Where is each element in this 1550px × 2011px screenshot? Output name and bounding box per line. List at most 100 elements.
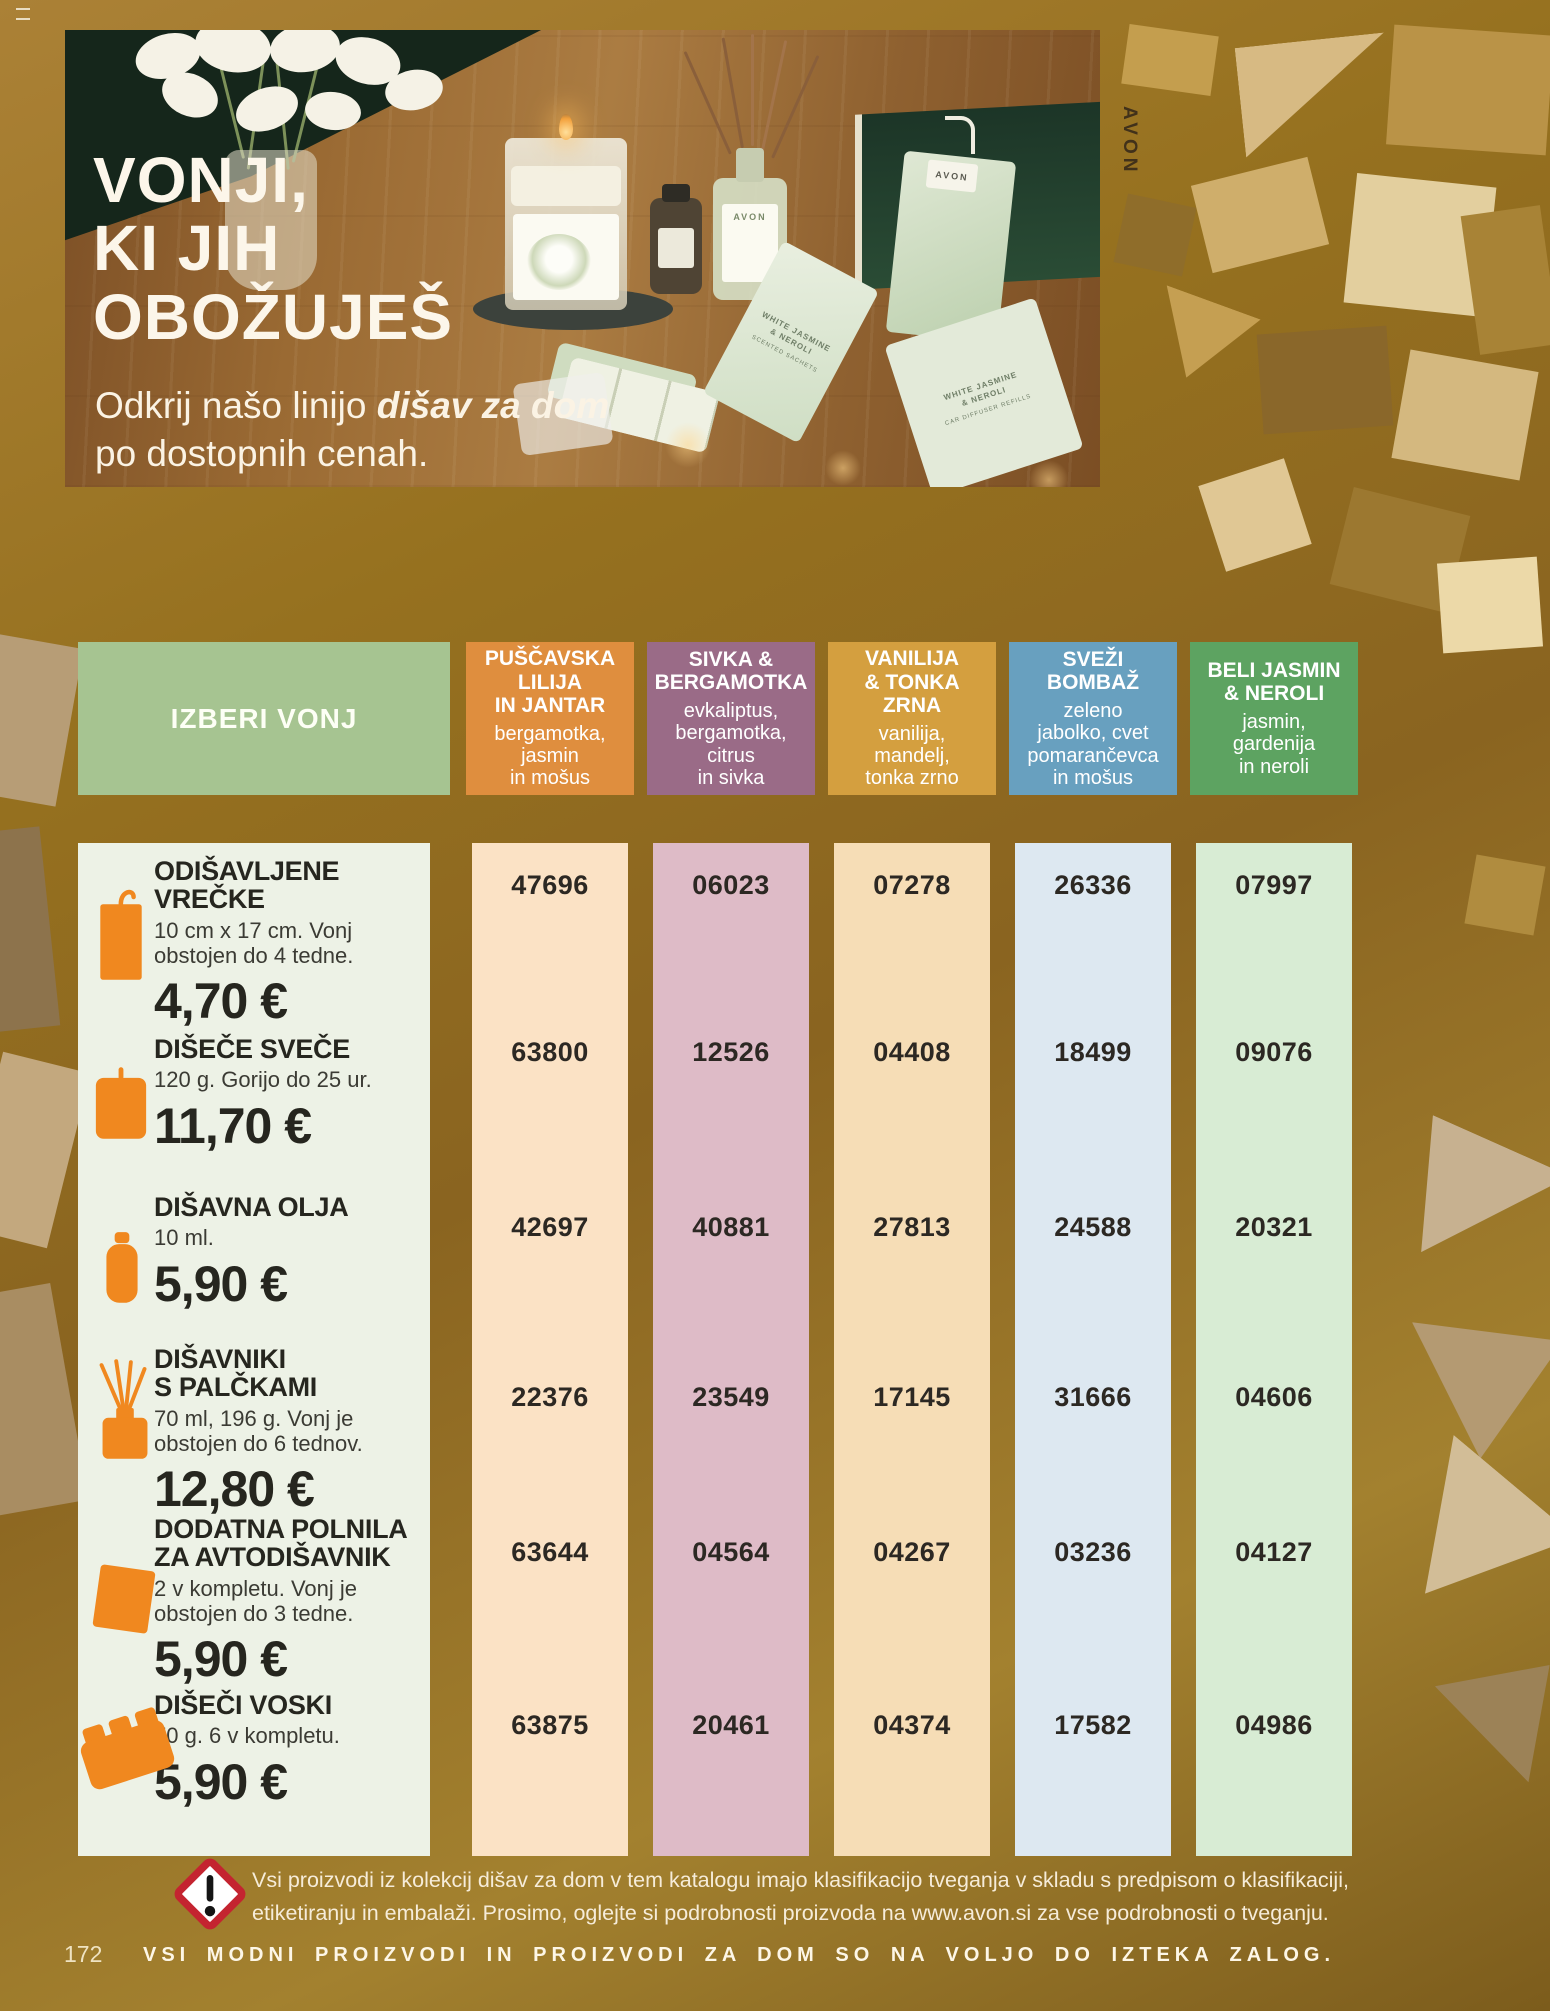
code-column-vanilija-tonka-zrna: 07278 04408 27813 17145 04267 04374 bbox=[834, 843, 990, 1856]
scent-name: SVEŽI BOMBAŽ bbox=[1046, 647, 1140, 695]
scent-header-sivka-bergamotka: SIVKA & BERGAMOTKA evkaliptus, bergamotka… bbox=[647, 642, 815, 795]
product-name: DIŠAVNIKI S PALČKAMI bbox=[154, 1344, 317, 1403]
product-code-disavniki-s-palckami: 31666 bbox=[1054, 1382, 1132, 1412]
page-number: 172 bbox=[64, 1941, 103, 1967]
bottle-cap bbox=[662, 184, 690, 202]
hero-title-line: VONJI, bbox=[93, 144, 309, 216]
scent-name: SIVKA & BERGAMOTKA bbox=[654, 647, 808, 695]
avon-brand-vertical: AVON bbox=[1119, 106, 1140, 176]
product-code-disavna-olja: 20321 bbox=[1235, 1212, 1313, 1242]
oil-bottle-icon bbox=[100, 1229, 144, 1310]
product-info: DIŠAVNIKI S PALČKAMI 70 ml, 196 g. Vonj j… bbox=[154, 1345, 424, 1518]
mosaic-piece bbox=[0, 633, 84, 807]
product-info: DIŠEČI VOSKI 70 g. 6 v kompletu. 5,90 € bbox=[154, 1691, 424, 1811]
hero-subtitle-text: Odkrij našo linijo bbox=[95, 385, 377, 426]
product-code-dodatna-polnila-za-avtodisavnik: 03236 bbox=[1054, 1537, 1132, 1567]
candle-flower-art bbox=[527, 234, 591, 290]
hero-title: VONJI, KI JIH OBOŽUJEŠ bbox=[93, 144, 453, 352]
product-price: 4,70 € bbox=[154, 973, 288, 1030]
mosaic-piece bbox=[1256, 325, 1394, 435]
mosaic-piece bbox=[1391, 349, 1539, 481]
product-info: DIŠEČE SVEČE 120 g. Gorijo do 25 ur. 11,70… bbox=[154, 1035, 424, 1155]
bokeh-light bbox=[1029, 460, 1069, 487]
product-name: DIŠAVNA OLJA bbox=[154, 1192, 349, 1222]
product-price: 5,90 € bbox=[154, 1753, 288, 1810]
diffuser-neck bbox=[736, 148, 764, 182]
scent-notes: evkaliptus, bergamotka, citrus in sivka bbox=[675, 699, 787, 789]
product-desc: 120 g. Gorijo do 25 ur. bbox=[154, 1067, 372, 1093]
sachet-icon bbox=[94, 883, 148, 988]
product-code-diseci-voski: 63875 bbox=[511, 1710, 589, 1740]
product-code-odisavljene-vrecke: 07997 bbox=[1235, 870, 1313, 900]
avon-tag: AVON bbox=[925, 159, 979, 193]
wax-melt-icon bbox=[72, 1701, 182, 1798]
candle-icon bbox=[92, 1065, 150, 1146]
product-desc: 10 ml. bbox=[154, 1225, 214, 1251]
refill-card-icon bbox=[86, 1559, 162, 1644]
product-code-odisavljene-vrecke: 47696 bbox=[511, 870, 589, 900]
product-desc: 2 v kompletu. Vonj je obstojen do 3 tedn… bbox=[154, 1575, 358, 1626]
product-code-diseci-voski: 04986 bbox=[1235, 1710, 1313, 1740]
mosaic-piece bbox=[1139, 285, 1260, 394]
mosaic-piece bbox=[1121, 24, 1219, 96]
product-code-disavniki-s-palckami: 22376 bbox=[511, 1382, 589, 1412]
hero-title-line: KI JIH bbox=[93, 212, 281, 285]
code-column-beli-jasmin-neroli: 07997 09076 20321 04606 04127 04986 bbox=[1196, 843, 1352, 1856]
mosaic-piece bbox=[1190, 156, 1330, 274]
scent-notes: jasmin, gardenija in neroli bbox=[1232, 710, 1316, 778]
product-name: DIŠEČI VOSKI bbox=[154, 1690, 332, 1720]
scent-notes: bergamotka, jasmin in mošus bbox=[494, 722, 606, 790]
corner-mark bbox=[16, 8, 30, 20]
warning-line: Vsi proizvodi iz kolekcij dišav za dom v… bbox=[252, 1868, 1349, 1892]
product-code-disavna-olja: 40881 bbox=[692, 1212, 770, 1242]
mosaic-piece bbox=[0, 1282, 89, 1518]
scent-notes: vanilija, mandelj, tonka zrno bbox=[865, 722, 959, 790]
product-info: DODATNA POLNILA ZA AVTODIŠAVNIK 2 v kompl… bbox=[154, 1515, 424, 1688]
mosaic-piece bbox=[1464, 854, 1546, 936]
product-info: ODIŠAVLJENE VREČKE 10 cm x 17 cm. Vonj ob… bbox=[154, 857, 424, 1030]
mosaic-piece bbox=[1386, 24, 1550, 156]
product-row-disavniki-s-palckami: DIŠAVNIKI S PALČKAMI 70 ml, 196 g. Vonj j… bbox=[78, 1345, 430, 1518]
product-row-dodatna-polnila-za-avtodisavnik: DODATNA POLNILA ZA AVTODIŠAVNIK 2 v kompl… bbox=[78, 1515, 430, 1688]
scent-notes: zeleno jabolko, cvet pomarančevca in moš… bbox=[1027, 699, 1159, 789]
hazard-warning-text: Vsi proizvodi iz kolekcij dišav za dom v… bbox=[252, 1864, 1442, 1929]
product-desc: 70 ml, 196 g. Vonj je obstojen do 6 tedn… bbox=[154, 1405, 363, 1456]
product-code-disece-svece: 18499 bbox=[1054, 1037, 1132, 1067]
select-scent-header: IZBERI VONJ bbox=[78, 642, 450, 795]
product-code-disavna-olja: 24588 bbox=[1054, 1212, 1132, 1242]
product-name: DODATNA POLNILA ZA AVTODIŠAVNIK bbox=[154, 1514, 408, 1573]
hero-subtitle-line2: po dostopnih cenah. bbox=[95, 433, 429, 475]
product-row-disavna-olja: DIŠAVNA OLJA 10 ml. 5,90 € bbox=[78, 1193, 430, 1313]
product-code-disavniki-s-palckami: 23549 bbox=[692, 1382, 770, 1412]
scented-candle bbox=[505, 138, 627, 310]
reed-diffuser-icon bbox=[84, 1359, 166, 1466]
product-description-panel: ODIŠAVLJENE VREČKE 10 cm x 17 cm. Vonj ob… bbox=[78, 843, 430, 1856]
product-code-diseci-voski: 20461 bbox=[692, 1710, 770, 1740]
mosaic-piece bbox=[1412, 1284, 1550, 1467]
scent-name: PUŠČAVSKA LILIJA IN JANTAR bbox=[484, 647, 616, 718]
product-name: DIŠEČE SVEČE bbox=[154, 1034, 350, 1064]
product-code-dodatna-polnila-za-avtodisavnik: 04267 bbox=[873, 1537, 951, 1567]
product-code-disavniki-s-palckami: 17145 bbox=[873, 1382, 951, 1412]
hanging-hook bbox=[945, 116, 975, 154]
scent-header-puscavska-lilija-in-jantar: PUŠČAVSKA LILIJA IN JANTAR bergamotka, ja… bbox=[466, 642, 634, 795]
warning-line: etiketiranju in embalaži. Prosimo, oglej… bbox=[252, 1900, 1329, 1925]
mosaic-piece bbox=[1380, 1115, 1550, 1295]
scent-name: BELI JASMIN & NEROLI bbox=[1207, 658, 1341, 706]
packet-text: WHITE JASMINE & NEROLI bbox=[942, 369, 1019, 408]
mosaic-piece bbox=[1235, 32, 1396, 157]
hazard-warning-icon bbox=[174, 1858, 246, 1930]
product-price: 5,90 € bbox=[154, 1255, 288, 1312]
scent-header-vanilija-tonka-zrna: VANILIJA & TONKA ZRNA vanilija, mandelj, … bbox=[828, 642, 996, 795]
product-code-odisavljene-vrecke: 07278 bbox=[873, 870, 951, 900]
product-code-disece-svece: 04408 bbox=[873, 1037, 951, 1067]
code-column-puscavska-lilija-in-jantar: 47696 63800 42697 22376 63644 63875 bbox=[472, 843, 628, 1856]
product-code-dodatna-polnila-za-avtodisavnik: 04564 bbox=[692, 1537, 770, 1567]
candle-wax bbox=[511, 166, 621, 206]
scent-name: VANILIJA & TONKA ZRNA bbox=[864, 647, 960, 718]
product-code-odisavljene-vrecke: 06023 bbox=[692, 870, 770, 900]
product-code-disavniki-s-palckami: 04606 bbox=[1235, 1382, 1313, 1412]
candle-flame bbox=[559, 114, 573, 140]
bokeh-light bbox=[665, 422, 711, 468]
product-price: 12,80 € bbox=[154, 1461, 315, 1518]
